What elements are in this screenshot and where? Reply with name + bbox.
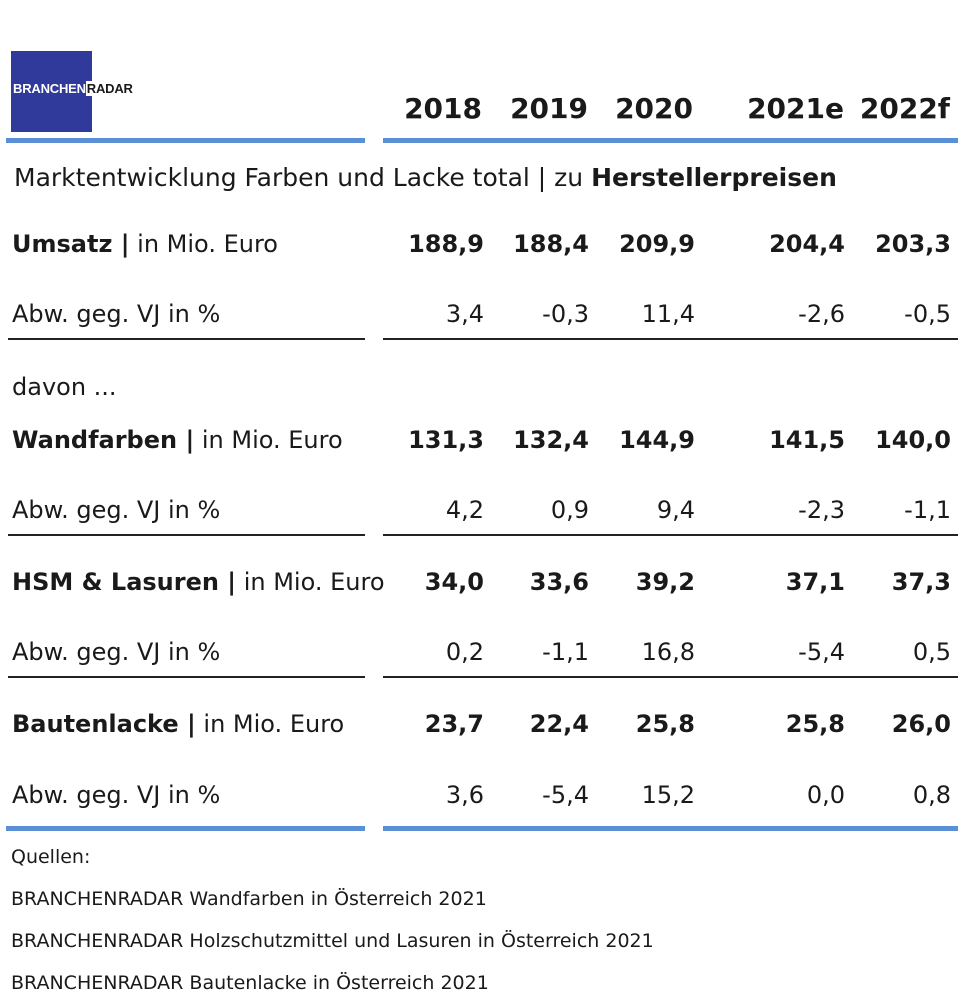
table-title: Marktentwicklung Farben und Lacke total … (14, 163, 837, 192)
row-label-unit: in Mio. Euro (194, 426, 343, 454)
row-divider (383, 676, 958, 678)
cell-wandfarben-2020: 144,9 (619, 426, 695, 454)
row-divider (383, 534, 958, 536)
row-label-hsm-lasuren: HSM & Lasuren | in Mio. Euro (12, 568, 385, 596)
column-header-2020: 2020 (615, 92, 693, 125)
row-label-bold: Bautenlacke | (12, 710, 196, 738)
row-label-bold: HSM & Lasuren | (12, 568, 237, 596)
cell-abw-wandfarben-2018: 4,2 (445, 496, 484, 524)
cell-abw-wandfarben-2020: 9,4 (656, 496, 695, 524)
row-label-bold: Wandfarben | (12, 426, 195, 454)
column-header-2018: 2018 (404, 92, 482, 125)
cell-umsatz-2021e: 204,4 (769, 230, 845, 258)
cell-umsatz-2019: 188,4 (513, 230, 589, 258)
cell-abw-umsatz-2020: 11,4 (641, 300, 695, 328)
row-label-bautenlacke: Bautenlacke | in Mio. Euro (12, 710, 344, 738)
cell-umsatz-2020: 209,9 (619, 230, 695, 258)
branchenradar-logo: BRANCHENRADAR (11, 51, 134, 132)
cell-abw-bautenlacke-2019: -5,4 (542, 781, 589, 809)
cell-bautenlacke-2022f: 26,0 (891, 710, 951, 738)
cell-abw-hsm-2019: -1,1 (542, 638, 589, 666)
row-divider (8, 676, 365, 678)
cell-wandfarben-2018: 131,3 (408, 426, 484, 454)
cell-abw-wandfarben-2019: 0,9 (550, 496, 589, 524)
row-divider (8, 534, 365, 536)
row-label-unit: in Mio. Euro (236, 568, 385, 596)
cell-abw-bautenlacke-2022f: 0,8 (912, 781, 951, 809)
row-label-abw-umsatz: Abw. geg. VJ in % (12, 300, 221, 328)
column-header-2019: 2019 (510, 92, 588, 125)
cell-abw-hsm-2022f: 0,5 (912, 638, 951, 666)
cell-abw-wandfarben-2022f: -1,1 (904, 496, 951, 524)
table-title-bold: Herstellerpreisen (591, 163, 837, 192)
row-label-unit: in Mio. Euro (195, 710, 345, 738)
source-item: BRANCHENRADAR Holzschutzmittel und Lasur… (11, 930, 654, 952)
footer-rule-left (6, 826, 365, 831)
row-divider (8, 338, 365, 340)
davon-label: davon ... (12, 373, 117, 401)
table-title-regular: Marktentwicklung Farben und Lacke total … (14, 163, 592, 192)
cell-abw-hsm-2020: 16,8 (641, 638, 695, 666)
row-label-abw-hsm: Abw. geg. VJ in % (12, 638, 221, 666)
cell-hsm-2020: 39,2 (635, 568, 695, 596)
row-label-umsatz: Umsatz | in Mio. Euro (12, 230, 278, 258)
cell-abw-bautenlacke-2021e: 0,0 (806, 781, 845, 809)
row-label-abw-bautenlacke: Abw. geg. VJ in % (12, 781, 221, 809)
header-rule-right (383, 138, 958, 143)
sources-heading: Quellen: (11, 846, 91, 868)
logo-text: BRANCHENRADAR (13, 81, 134, 96)
row-divider (383, 338, 958, 340)
source-item: BRANCHENRADAR Bautenlacke in Österreich … (11, 972, 489, 994)
source-item: BRANCHENRADAR Wandfarben in Österreich 2… (11, 888, 487, 910)
column-header-2021e: 2021e (747, 92, 844, 125)
row-label-wandfarben: Wandfarben | in Mio. Euro (12, 426, 343, 454)
row-label-abw-wandfarben: Abw. geg. VJ in % (12, 496, 221, 524)
cell-hsm-2022f: 37,3 (891, 568, 951, 596)
cell-abw-bautenlacke-2020: 15,2 (641, 781, 695, 809)
cell-abw-umsatz-2021e: -2,6 (798, 300, 845, 328)
cell-abw-hsm-2021e: -5,4 (798, 638, 845, 666)
cell-abw-umsatz-2018: 3,4 (445, 300, 484, 328)
cell-hsm-2018: 34,0 (424, 568, 484, 596)
cell-bautenlacke-2019: 22,4 (529, 710, 589, 738)
cell-hsm-2019: 33,6 (529, 568, 589, 596)
cell-bautenlacke-2021e: 25,8 (785, 710, 845, 738)
header-rule-left (6, 138, 365, 143)
cell-abw-hsm-2018: 0,2 (445, 638, 484, 666)
row-label-unit: in Mio. Euro (129, 230, 278, 258)
cell-wandfarben-2022f: 140,0 (875, 426, 951, 454)
cell-wandfarben-2019: 132,4 (513, 426, 589, 454)
logo-text-part2: RADAR (85, 81, 134, 96)
cell-bautenlacke-2020: 25,8 (635, 710, 695, 738)
footer-rule-right (383, 826, 958, 831)
cell-abw-umsatz-2019: -0,3 (542, 300, 589, 328)
cell-abw-umsatz-2022f: -0,5 (904, 300, 951, 328)
cell-abw-wandfarben-2021e: -2,3 (798, 496, 845, 524)
column-header-2022f: 2022f (859, 92, 950, 125)
cell-umsatz-2022f: 203,3 (875, 230, 951, 258)
cell-abw-bautenlacke-2018: 3,6 (445, 781, 484, 809)
row-label-bold: Umsatz | (12, 230, 130, 258)
cell-wandfarben-2021e: 141,5 (769, 426, 845, 454)
cell-hsm-2021e: 37,1 (785, 568, 845, 596)
cell-umsatz-2018: 188,9 (408, 230, 484, 258)
logo-text-part1: BRANCHEN (13, 81, 86, 96)
cell-bautenlacke-2018: 23,7 (424, 710, 484, 738)
